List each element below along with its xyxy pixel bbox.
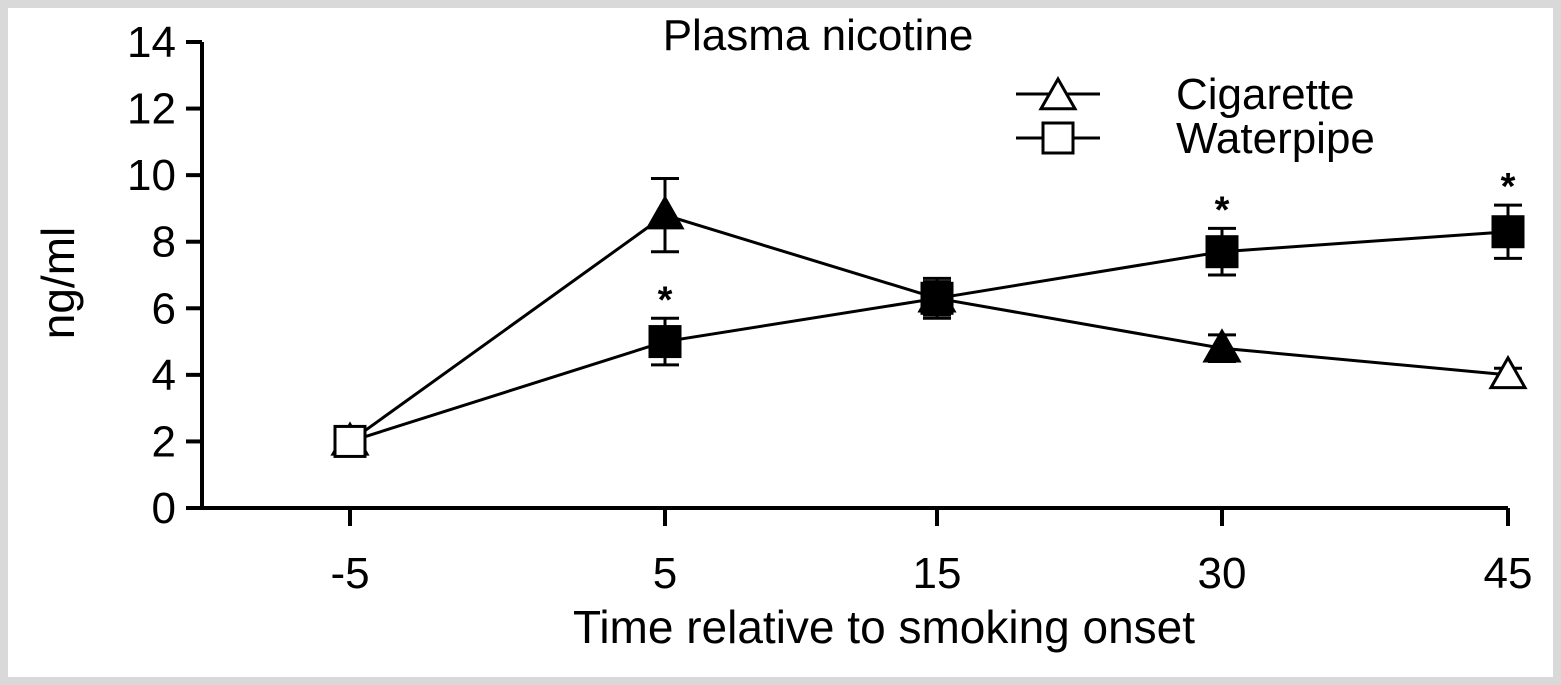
x-tick-label: 5 <box>653 549 677 598</box>
significance-star: * <box>1501 166 1516 208</box>
x-axis-title: Time relative to smoking onset <box>573 601 1195 653</box>
point-cigarette <box>1202 328 1242 363</box>
point-waterpipe <box>920 281 954 315</box>
point-waterpipe <box>648 325 682 359</box>
legend-marker-cigarette <box>1038 75 1078 111</box>
x-tick-label: -5 <box>330 549 369 598</box>
y-tick-label: 8 <box>152 218 176 267</box>
series-line-waterpipe <box>349 230 1509 443</box>
plasma-nicotine-chart: Plasma nicotine Time relative to smoking… <box>32 11 1532 653</box>
series-line-cigarette <box>349 213 1509 443</box>
y-tick-label: 14 <box>127 18 176 67</box>
series-cigarette <box>330 176 1528 456</box>
legend-label-cigarette: Cigarette <box>1176 70 1355 119</box>
x-tick-label: 45 <box>1484 549 1533 598</box>
x-tick-label: 15 <box>913 549 962 598</box>
y-tick-label: 10 <box>127 151 176 200</box>
point-waterpipe <box>333 424 367 458</box>
y-tick-label: 2 <box>152 417 176 466</box>
legend-item-cigarette: Cigarette <box>1016 70 1355 119</box>
point-cigarette <box>1488 354 1528 390</box>
axes: 0 2 4 6 8 10 12 14 -5 5 15 30 45 <box>127 18 1532 598</box>
legend-label-waterpipe: Waterpipe <box>1176 114 1375 163</box>
y-tick-label: 4 <box>152 351 176 400</box>
chart-title: Plasma nicotine <box>663 11 974 60</box>
series-layer: * * * <box>330 166 1528 458</box>
series-waterpipe <box>333 203 1525 458</box>
legend-marker-waterpipe <box>1041 121 1075 155</box>
legend-item-waterpipe: Waterpipe <box>1016 114 1375 163</box>
point-waterpipe <box>1205 235 1239 269</box>
chart-frame: Plasma nicotine Time relative to smoking… <box>8 8 1553 677</box>
point-cigarette <box>645 195 685 230</box>
x-tick-label: 30 <box>1198 549 1247 598</box>
y-tick-label: 0 <box>152 484 176 533</box>
y-axis-title: ng/ml <box>32 227 84 339</box>
y-tick-label: 12 <box>127 85 176 134</box>
point-waterpipe <box>1491 215 1525 249</box>
significance-star: * <box>658 279 673 321</box>
y-tick-label: 6 <box>152 284 176 333</box>
significance-star: * <box>1215 189 1230 231</box>
